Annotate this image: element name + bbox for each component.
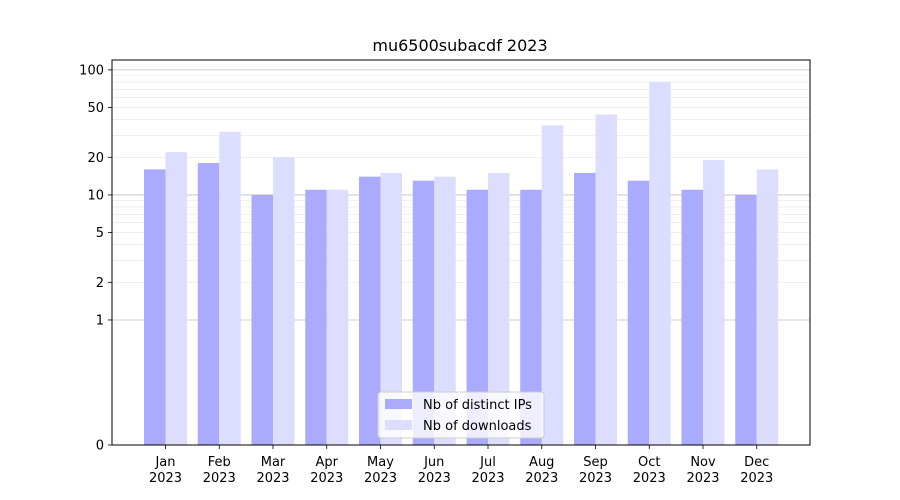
bar-distinct-ips-feb: [197, 163, 220, 445]
x-tick-label-month: Aug: [529, 455, 554, 470]
bar-downloads-apr: [326, 189, 349, 445]
bar-downloads-oct: [649, 82, 671, 445]
x-tick-label-month: May: [367, 455, 394, 470]
x-tick-label-month: Oct: [638, 455, 660, 470]
bar-distinct-ips-aug: [520, 189, 542, 445]
chart-title: mu6500subacdf 2023: [372, 36, 547, 55]
bar-downloads-jun: [434, 176, 456, 445]
bar-downloads-nov: [703, 160, 725, 445]
bar-distinct-ips-dec: [735, 194, 757, 445]
x-ticks: Jan2023Feb2023Mar2023Apr2023May2023Jun20…: [149, 445, 773, 486]
bar-distinct-ips-apr: [305, 189, 327, 445]
legend-box: [377, 391, 545, 439]
y-tick-label: 100: [79, 63, 104, 78]
legend-label: Nb of distinct IPs: [423, 398, 532, 413]
plot-frame: [111, 59, 811, 446]
x-tick-label-year: 2023: [633, 471, 666, 486]
bars: [144, 82, 779, 445]
x-tick-label-month: Apr: [316, 455, 339, 470]
y-tick-label: 5: [96, 226, 104, 241]
x-tick-label-month: Feb: [208, 455, 231, 470]
x-tick-label-year: 2023: [525, 471, 558, 486]
axes: [111, 59, 811, 446]
bar-downloads-jul: [488, 172, 510, 445]
bar-downloads-may: [380, 172, 402, 445]
legend-swatch: [385, 399, 412, 409]
bar-downloads-mar: [273, 157, 295, 445]
bar-distinct-ips-sep: [574, 172, 596, 445]
y-tick-label: 0: [96, 439, 104, 454]
x-tick-label-month: Dec: [744, 455, 769, 470]
x-tick-label-month: Jun: [423, 455, 444, 470]
bar-distinct-ips-oct: [627, 180, 650, 445]
bar-distinct-ips-may: [359, 176, 381, 445]
x-tick-label-year: 2023: [740, 471, 773, 486]
y-tick-label: 1: [96, 313, 104, 328]
bar-downloads-sep: [595, 114, 617, 445]
x-tick-label-year: 2023: [418, 471, 451, 486]
legend-label: Nb of downloads: [423, 419, 532, 434]
bar-distinct-ips-mar: [251, 194, 273, 445]
bar-distinct-ips-jan: [144, 169, 166, 445]
legend-swatch: [385, 420, 412, 430]
x-tick-label-month: Nov: [690, 455, 716, 470]
x-tick-label-year: 2023: [149, 471, 182, 486]
x-tick-label-year: 2023: [579, 471, 612, 486]
bar-downloads-aug: [541, 125, 564, 445]
bar-downloads-feb: [219, 131, 241, 445]
y-tick-label: 2: [96, 276, 104, 291]
x-tick-label-year: 2023: [686, 471, 719, 486]
x-tick-label-year: 2023: [471, 471, 504, 486]
x-tick-label-month: Jan: [154, 455, 175, 470]
x-tick-label-year: 2023: [310, 471, 343, 486]
x-tick-label-year: 2023: [203, 471, 236, 486]
x-tick-label-month: Sep: [583, 455, 608, 470]
bar-downloads-jan: [165, 152, 187, 445]
y-tick-label: 20: [87, 151, 104, 166]
x-tick-label-year: 2023: [364, 471, 397, 486]
x-tick-label-year: 2023: [256, 471, 289, 486]
bar-distinct-ips-nov: [681, 189, 703, 445]
y-ticks: 0 1 2 5 10 20 50 100: [79, 63, 112, 454]
x-tick-label-month: Mar: [261, 455, 286, 470]
bar-downloads-dec: [756, 169, 779, 445]
x-tick-label-month: Jul: [479, 455, 496, 470]
bar-distinct-ips-jun: [412, 180, 435, 445]
legend: Nb of distinct IPs Nb of downloads: [377, 391, 545, 439]
y-tick-label: 10: [87, 188, 104, 203]
y-tick-label: 50: [87, 101, 104, 116]
bar-distinct-ips-jul: [466, 189, 488, 445]
